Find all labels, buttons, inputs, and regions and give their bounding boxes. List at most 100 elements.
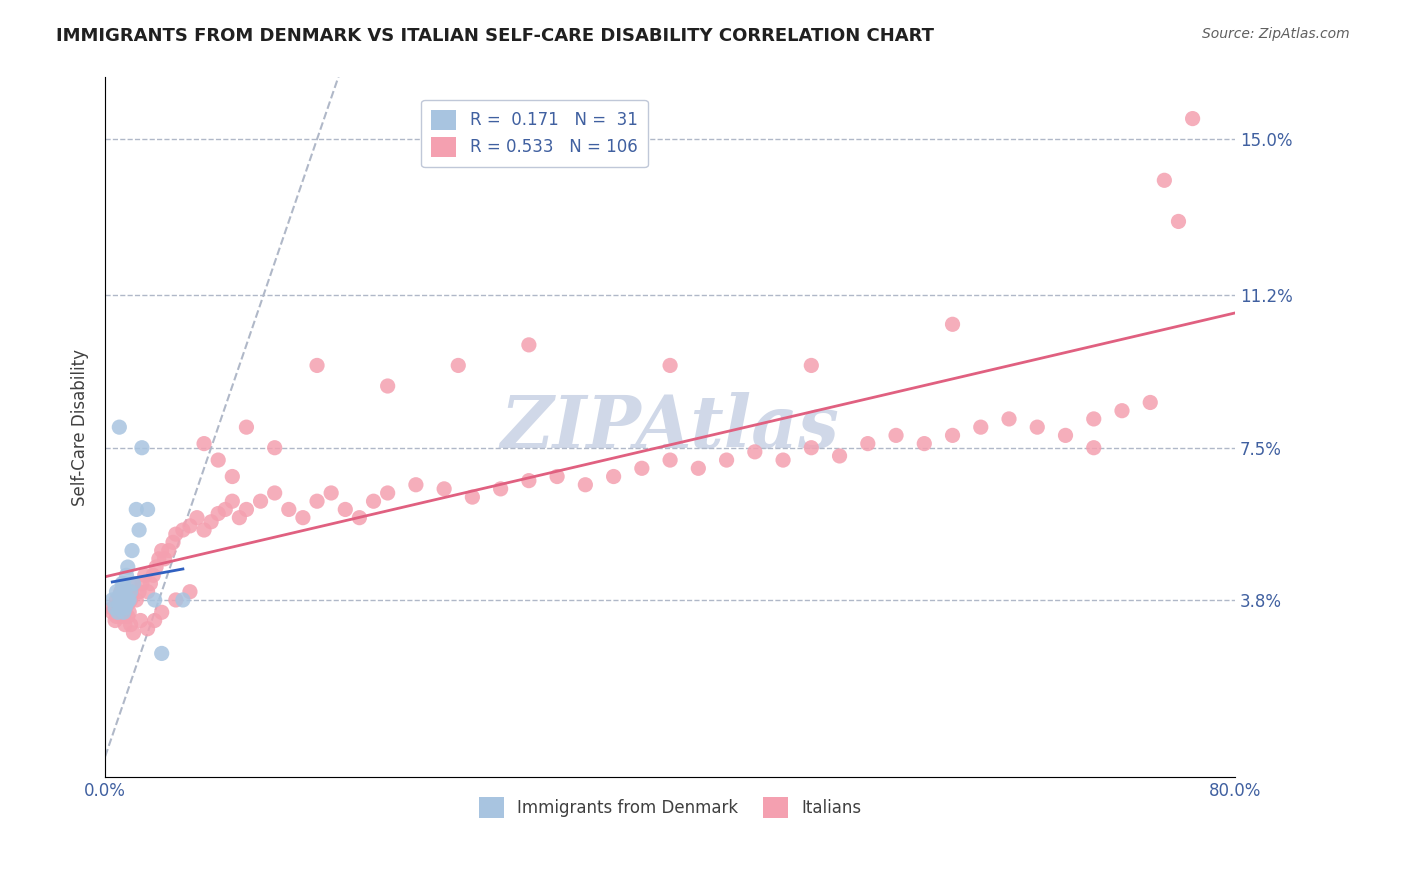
Point <box>101 601 124 615</box>
Point <box>108 420 131 434</box>
Point <box>121 543 143 558</box>
Point <box>349 510 371 524</box>
Point <box>104 614 127 628</box>
Point <box>150 647 173 661</box>
Point <box>111 576 134 591</box>
Point <box>114 584 136 599</box>
Point <box>105 609 128 624</box>
Point <box>461 490 484 504</box>
Point <box>305 359 328 373</box>
Point <box>744 445 766 459</box>
Point <box>150 605 173 619</box>
Point <box>129 614 152 628</box>
Point <box>602 469 624 483</box>
Point <box>688 461 710 475</box>
Point <box>828 449 851 463</box>
Point <box>107 605 129 619</box>
Point <box>772 453 794 467</box>
Point <box>800 441 823 455</box>
Point <box>108 589 131 603</box>
Point <box>110 601 132 615</box>
Point <box>145 560 167 574</box>
Point <box>120 617 142 632</box>
Point <box>1026 420 1049 434</box>
Legend: Immigrants from Denmark, Italians: Immigrants from Denmark, Italians <box>472 791 869 824</box>
Point <box>117 560 139 574</box>
Point <box>546 469 568 483</box>
Point <box>104 601 127 615</box>
Point <box>101 593 124 607</box>
Point <box>128 523 150 537</box>
Point <box>221 469 243 483</box>
Point <box>117 593 139 607</box>
Point <box>107 601 129 615</box>
Point <box>108 597 131 611</box>
Text: IMMIGRANTS FROM DENMARK VS ITALIAN SELF-CARE DISABILITY CORRELATION CHART: IMMIGRANTS FROM DENMARK VS ITALIAN SELF-… <box>56 27 934 45</box>
Y-axis label: Self-Care Disability: Self-Care Disability <box>72 349 89 506</box>
Point <box>207 507 229 521</box>
Point <box>1181 112 1204 126</box>
Point <box>111 584 134 599</box>
Point <box>179 519 201 533</box>
Point <box>1111 403 1133 417</box>
Point <box>405 477 427 491</box>
Point <box>122 625 145 640</box>
Point <box>112 593 135 607</box>
Point <box>912 436 935 450</box>
Point <box>136 622 159 636</box>
Point <box>335 502 357 516</box>
Point <box>716 453 738 467</box>
Point <box>207 453 229 467</box>
Point <box>179 584 201 599</box>
Point <box>108 597 131 611</box>
Point <box>120 593 142 607</box>
Point <box>377 379 399 393</box>
Point <box>125 502 148 516</box>
Point <box>150 543 173 558</box>
Point <box>118 593 141 607</box>
Point <box>115 568 138 582</box>
Point <box>1139 395 1161 409</box>
Point <box>228 510 250 524</box>
Point <box>1083 412 1105 426</box>
Point <box>136 584 159 599</box>
Point <box>235 502 257 516</box>
Point <box>115 597 138 611</box>
Point <box>121 584 143 599</box>
Point <box>941 428 963 442</box>
Point <box>114 605 136 619</box>
Point <box>162 535 184 549</box>
Point <box>101 605 124 619</box>
Point <box>941 318 963 332</box>
Point <box>117 597 139 611</box>
Point <box>105 584 128 599</box>
Point <box>800 359 823 373</box>
Point <box>447 359 470 373</box>
Point <box>172 523 194 537</box>
Point <box>659 359 682 373</box>
Point <box>884 428 907 442</box>
Point <box>153 551 176 566</box>
Point <box>165 527 187 541</box>
Point <box>111 601 134 615</box>
Point <box>277 502 299 516</box>
Point <box>856 436 879 450</box>
Point <box>517 338 540 352</box>
Point <box>1083 441 1105 455</box>
Text: Source: ZipAtlas.com: Source: ZipAtlas.com <box>1202 27 1350 41</box>
Point <box>235 420 257 434</box>
Point <box>263 486 285 500</box>
Point <box>112 576 135 591</box>
Point <box>291 510 314 524</box>
Point <box>115 584 138 599</box>
Point <box>659 453 682 467</box>
Point <box>489 482 512 496</box>
Point <box>122 576 145 591</box>
Point <box>221 494 243 508</box>
Point <box>517 474 540 488</box>
Point <box>970 420 993 434</box>
Point <box>305 494 328 508</box>
Point <box>193 436 215 450</box>
Point <box>131 441 153 455</box>
Point <box>1167 214 1189 228</box>
